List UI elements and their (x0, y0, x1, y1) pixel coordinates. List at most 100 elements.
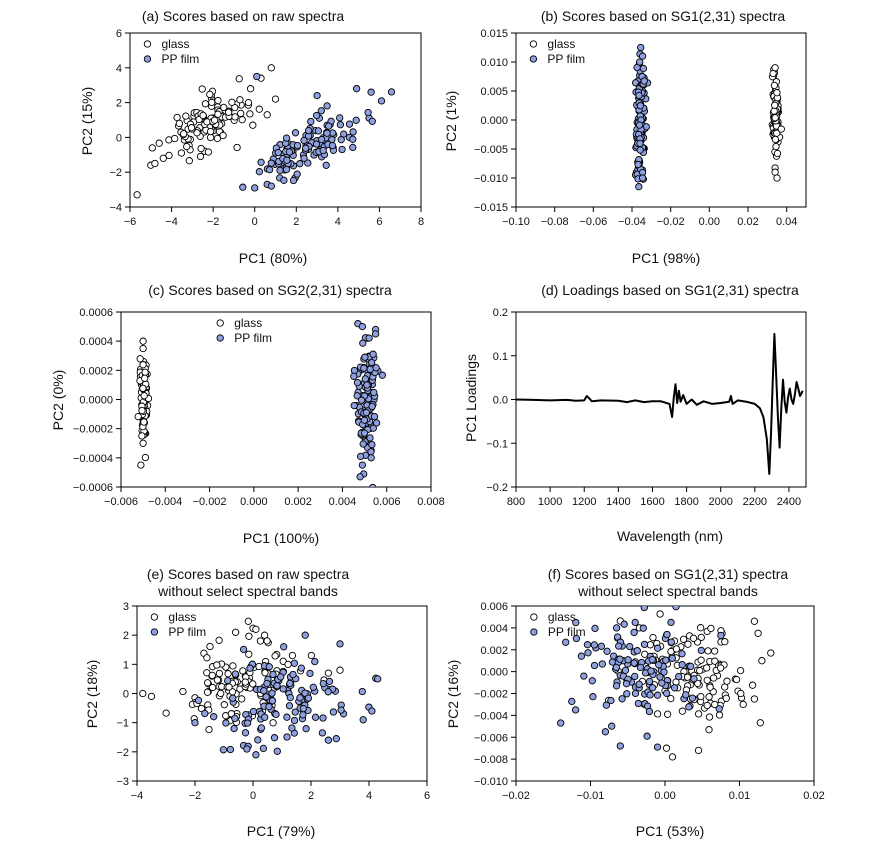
pp-film-point (568, 697, 576, 706)
glass-point (252, 625, 260, 633)
pp-film-point (336, 114, 344, 122)
glass-point (704, 647, 712, 655)
pp-film-point (267, 159, 275, 167)
pp-film-point (635, 121, 644, 129)
pp-film-point (322, 161, 330, 169)
y-tick-label: −4 (109, 202, 122, 214)
panel-e-ylabel: PC2 (18%) (84, 660, 100, 728)
glass-point (245, 650, 253, 658)
pp-film-point (301, 631, 309, 639)
pp-film-point (360, 429, 369, 437)
glass-point (260, 631, 269, 639)
glass-point (228, 98, 236, 106)
pp-film-point (319, 714, 327, 722)
glass-point (210, 116, 219, 124)
glass-point (256, 637, 265, 645)
pp-film-point (194, 696, 203, 705)
pp-film-point (224, 676, 232, 685)
pp-film-point (687, 662, 695, 671)
pp-film-point (350, 372, 358, 380)
pp-film-point (357, 396, 366, 404)
x-tick-label: −0.01 (577, 790, 605, 802)
x-tick-label: 0.04 (776, 216, 797, 228)
y-tick-label: 0.006 (480, 601, 508, 613)
pp-film-point (358, 461, 367, 469)
glass-point (246, 85, 255, 93)
pp-film-point (274, 148, 282, 157)
glass-point (199, 111, 207, 120)
x-tick-label: 0 (252, 216, 258, 228)
pp-film-point (640, 640, 649, 649)
pp-film-point (257, 724, 266, 732)
glass-point (139, 689, 147, 698)
y-tick-label: 2 (123, 630, 129, 642)
glass-point (224, 108, 233, 116)
pp-film-point (318, 729, 327, 737)
y-tick-label: −3 (116, 776, 129, 788)
panel-c-title: (c) Scores based on SG2(2,31) spectra (148, 282, 392, 298)
x-tick-label: −0.02 (502, 790, 530, 802)
pp-film-point (370, 412, 379, 421)
y-tick-label: −0.006 (474, 732, 508, 744)
y-tick-label: 2 (116, 98, 122, 110)
legend-label-pp-film: PP film (234, 331, 272, 345)
glass-point (245, 632, 253, 640)
glass-point (721, 638, 729, 646)
glass-point (162, 709, 170, 717)
glass-point (771, 135, 780, 144)
pp-film-point (369, 350, 377, 358)
pp-film-point (296, 694, 304, 702)
pp-film-point (365, 334, 373, 342)
pp-film-point (364, 108, 372, 117)
glass-point (711, 647, 719, 655)
glass-point (261, 669, 269, 677)
pp-film-point (370, 388, 378, 397)
pp-film-point (353, 378, 362, 387)
glass-point (185, 157, 193, 165)
pp-film-point (639, 624, 647, 632)
glass-point (707, 624, 715, 633)
y-tick-label: 0.2 (493, 307, 508, 319)
glass-point (705, 713, 714, 721)
glass-point (140, 418, 148, 426)
pp-film-point (647, 667, 655, 675)
legend-marker-glass (529, 40, 538, 48)
pp-film-point (317, 135, 326, 144)
glass-point (203, 654, 211, 662)
pp-film-point (640, 77, 648, 85)
legend-marker-glass (530, 613, 538, 621)
x-tick-label: 4 (366, 790, 372, 802)
pp-film-point (562, 638, 570, 646)
legend-label-pp-film: PP film (548, 625, 586, 639)
x-tick-label: 1400 (606, 496, 630, 508)
x-tick-label: 4 (335, 216, 341, 228)
glass-point (678, 707, 687, 715)
panel-e-xlabel: PC1 (79%) (247, 823, 315, 839)
x-tick-label: 800 (507, 496, 525, 508)
pp-film-point (231, 670, 240, 678)
glass-point (141, 374, 149, 382)
pp-film-point (269, 670, 277, 679)
glass-point (193, 129, 201, 137)
panel-f: (f) Scores based on SG1(2,31) spectra wi… (445, 566, 825, 839)
pp-film-point (337, 706, 345, 714)
glass-point (255, 105, 263, 113)
legend-label-pp-film: PP film (168, 625, 206, 639)
glass-point (208, 683, 217, 692)
panel-c-ylabel: PC2 (0%) (50, 370, 66, 431)
glass-point (684, 640, 692, 648)
pp-film-point (690, 675, 698, 683)
glass-point (173, 113, 181, 122)
pp-film-point (688, 694, 697, 702)
glass-point (183, 142, 191, 151)
legend-marker-glass (216, 319, 224, 327)
pp-film-point (637, 43, 645, 52)
data-layer (516, 332, 804, 475)
pp-film-point (229, 694, 237, 702)
pp-film-point (262, 693, 270, 701)
pp-film-point (345, 120, 354, 128)
pp-film-point (350, 401, 358, 410)
glass-point (770, 107, 778, 115)
pp-film-point (636, 146, 644, 154)
